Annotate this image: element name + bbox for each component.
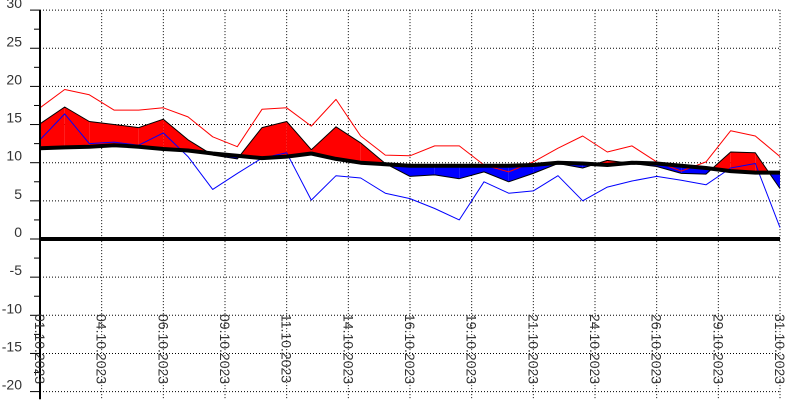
x-tick-label: 04.10.2023	[94, 314, 110, 384]
below-normal-area	[459, 165, 484, 179]
x-tick-label: 24.10.2023	[587, 314, 603, 384]
above-normal-area	[89, 121, 114, 147]
x-tick-label: 14.10.2023	[340, 314, 356, 384]
axes	[30, 9, 780, 400]
y-tick-label: 20	[6, 71, 22, 87]
above-normal-area	[730, 152, 756, 173]
x-tick-label: 26.10.2023	[649, 314, 665, 384]
x-tick-label: 06.10.2023	[155, 314, 171, 384]
above-normal-area	[336, 126, 361, 163]
y-tick-label: 30	[6, 0, 22, 11]
above-normal-area	[138, 119, 164, 149]
above-normal-area	[40, 107, 65, 149]
mean-temperature-line	[39, 106, 781, 189]
above-normal-area	[114, 124, 139, 147]
x-tick-label: 11.10.2023	[279, 314, 295, 383]
normal-temperature-line	[39, 143, 780, 175]
min-temperature-line	[39, 113, 781, 228]
y-tick-label: 15	[6, 110, 22, 126]
y-tick-label: -20	[2, 377, 22, 393]
above-normal-area	[64, 107, 90, 148]
y-tick-label: -15	[2, 338, 22, 354]
y-tick-label: 25	[6, 33, 22, 49]
y-tick-label: -5	[10, 262, 23, 278]
above-normal-area	[163, 119, 188, 151]
y-tick-label: 5	[14, 186, 22, 202]
x-tick-label: 19.10.2023	[464, 314, 480, 384]
y-tick-label: -10	[2, 300, 22, 316]
x-tick-label: 21.10.2023	[525, 314, 541, 384]
y-tick-label: 0	[14, 224, 22, 240]
above-normal-area	[311, 126, 336, 159]
above-normal-area	[286, 121, 312, 157]
series-lines	[39, 89, 781, 228]
tick-labels: 30 25 20 15 10 5 0 -5 -10 -15 -20 01.10.2023 04.10.2…	[2, 0, 788, 393]
below-normal-area	[410, 165, 435, 177]
y-tick-label: 10	[6, 148, 22, 164]
x-tick-label: 31.10.2023	[772, 314, 788, 384]
above-normal-area	[262, 121, 287, 159]
x-tick-label: 01.10.2023	[32, 314, 48, 384]
x-tick-label: 09.10.2023	[217, 314, 233, 384]
x-tick-label: 29.10.2023	[710, 314, 726, 384]
x-tick-label: 16.10.2023	[402, 314, 418, 384]
